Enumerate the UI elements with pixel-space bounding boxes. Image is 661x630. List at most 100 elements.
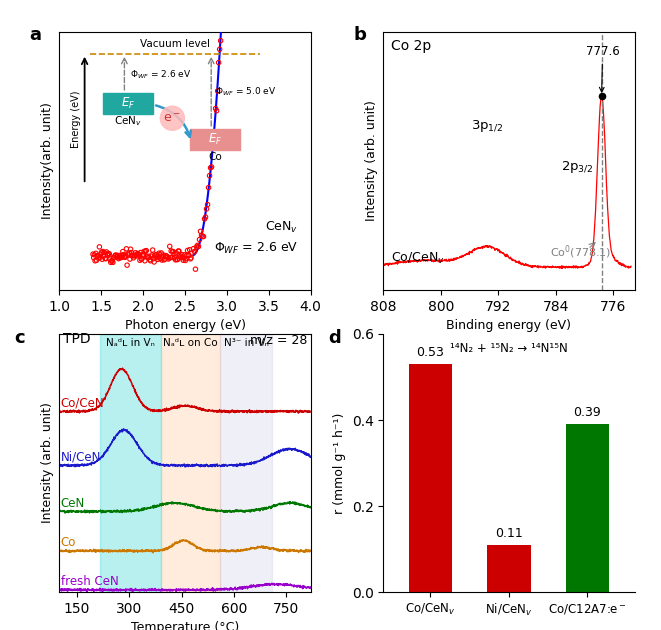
Point xyxy=(100,254,111,264)
Point xyxy=(118,249,129,260)
X-axis label: Photon energy (eV): Photon energy (eV) xyxy=(124,319,246,332)
Point xyxy=(177,252,188,262)
Point xyxy=(132,251,142,261)
Point xyxy=(182,246,193,256)
Point xyxy=(93,251,103,261)
Point xyxy=(208,139,218,149)
X-axis label: Temperature (°C): Temperature (°C) xyxy=(131,621,239,630)
Point xyxy=(97,247,107,257)
Point xyxy=(94,242,104,252)
Point xyxy=(139,246,149,256)
Point xyxy=(206,163,216,173)
Point xyxy=(90,256,100,266)
Point xyxy=(91,255,102,265)
Point xyxy=(137,251,148,261)
Point xyxy=(142,251,153,261)
Point xyxy=(109,252,120,262)
Point xyxy=(133,249,143,259)
Y-axis label: Intensity (arb. unit): Intensity (arb. unit) xyxy=(365,100,378,221)
Text: 0.11: 0.11 xyxy=(495,527,523,540)
Point xyxy=(102,249,112,259)
Point xyxy=(210,135,220,146)
Point xyxy=(161,251,172,261)
Point xyxy=(186,253,196,263)
Point xyxy=(154,248,165,258)
Point xyxy=(112,251,122,261)
Point xyxy=(149,257,159,267)
Point xyxy=(166,246,176,256)
Point xyxy=(135,255,145,265)
Y-axis label: r (mmol g⁻¹ h⁻¹): r (mmol g⁻¹ h⁻¹) xyxy=(333,413,346,513)
Bar xyxy=(409,364,452,592)
Point xyxy=(155,249,165,260)
Point xyxy=(155,253,166,263)
Point xyxy=(148,254,159,264)
Text: Co/CeN$_v$: Co/CeN$_v$ xyxy=(391,251,444,266)
Point xyxy=(126,244,136,255)
Point xyxy=(173,246,184,256)
Point xyxy=(167,253,177,263)
Text: c: c xyxy=(15,329,25,346)
Point xyxy=(197,231,208,241)
Point xyxy=(124,248,135,258)
Point xyxy=(212,106,222,116)
Point xyxy=(128,250,138,260)
Point xyxy=(130,248,141,258)
Y-axis label: Intensity(arb. unit): Intensity(arb. unit) xyxy=(41,102,54,219)
Point xyxy=(134,250,145,260)
Point xyxy=(139,256,150,266)
Point xyxy=(193,241,204,251)
Point xyxy=(170,255,180,265)
Point xyxy=(159,255,169,265)
Point xyxy=(140,246,151,256)
Point xyxy=(191,242,202,252)
Point xyxy=(188,244,199,254)
Point xyxy=(178,255,188,265)
Point xyxy=(190,264,201,274)
Text: 0.39: 0.39 xyxy=(574,406,602,419)
Point xyxy=(122,260,132,270)
Bar xyxy=(161,334,220,592)
Point xyxy=(99,248,110,258)
Point xyxy=(106,257,116,267)
Point xyxy=(212,86,223,96)
Point xyxy=(182,250,192,260)
Point xyxy=(151,249,161,260)
Point xyxy=(174,246,184,256)
Point xyxy=(161,251,171,261)
Point xyxy=(194,234,205,244)
Point xyxy=(91,248,101,258)
Text: N³⁻ in Vₙ: N³⁻ in Vₙ xyxy=(224,338,268,348)
Point xyxy=(199,214,210,224)
Point xyxy=(122,249,133,259)
Point xyxy=(112,250,123,260)
Point xyxy=(129,250,139,260)
Text: a: a xyxy=(29,26,42,44)
Point xyxy=(215,36,226,46)
Point xyxy=(88,249,98,259)
Point xyxy=(114,253,124,263)
Point xyxy=(106,256,117,266)
Text: CeN$_v$
$\Phi_{WF}$ = 2.6 eV: CeN$_v$ $\Phi_{WF}$ = 2.6 eV xyxy=(214,220,298,256)
Point xyxy=(147,249,157,260)
Point xyxy=(172,255,182,265)
Bar xyxy=(487,545,531,592)
Point xyxy=(210,103,221,113)
Point xyxy=(128,253,139,263)
Point xyxy=(141,246,151,256)
Point xyxy=(163,254,174,264)
Point xyxy=(217,0,228,5)
Point xyxy=(163,252,173,262)
Y-axis label: Intensity (arb. unit): Intensity (arb. unit) xyxy=(41,403,54,524)
Point xyxy=(98,246,108,256)
X-axis label: Binding energy (eV): Binding energy (eV) xyxy=(446,319,572,332)
Text: fresh CeN: fresh CeN xyxy=(61,575,118,588)
Text: Ni/CeN: Ni/CeN xyxy=(61,450,101,464)
Point xyxy=(214,44,225,54)
Point xyxy=(202,200,213,210)
Point xyxy=(167,246,178,256)
Text: CeN: CeN xyxy=(61,496,85,510)
Text: TPD: TPD xyxy=(63,332,91,346)
Point xyxy=(107,256,118,266)
Point xyxy=(175,251,185,261)
